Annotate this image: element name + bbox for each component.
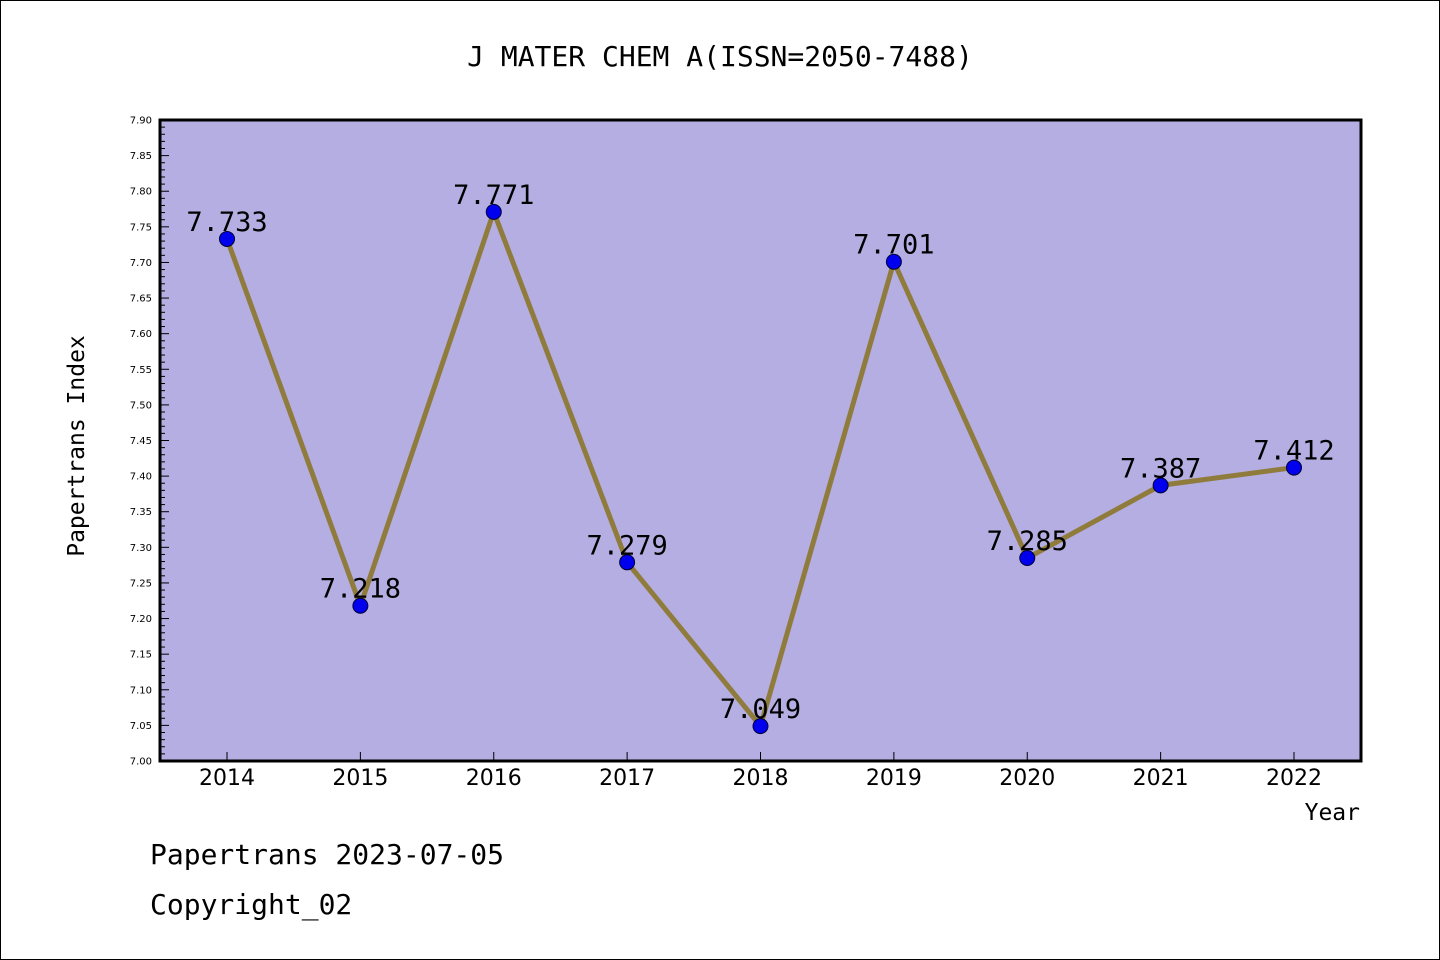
plot-border [158, 118, 1363, 763]
y-tick-label: 7.10 [130, 685, 152, 696]
data-point [1286, 459, 1302, 476]
y-tick-label: 7.60 [130, 329, 152, 340]
data-point [619, 554, 636, 571]
x-tick-label: 2020 [999, 766, 1055, 791]
x-axis-label: Year [1305, 800, 1360, 826]
y-tick-label: 7.20 [130, 614, 152, 625]
y-tick-label: 7.00 [130, 757, 152, 768]
y-axis: 7.00 7.05 7.10 7.15 7.20 7.25 7.30 7.35 7.40 7.45… [130, 116, 169, 768]
data-point [485, 203, 502, 220]
chart-title: J MATER CHEM A(ISSN=2050-7488) [467, 40, 973, 73]
data-point [1152, 477, 1169, 494]
data-label: 7.701 [853, 230, 934, 261]
data-label: 7.412 [1253, 436, 1334, 467]
footer-copyright: Copyright_02 [150, 888, 352, 922]
data-label: 7.279 [586, 530, 667, 561]
y-tick-label: 7.25 [130, 578, 152, 589]
x-tick-label: 2015 [332, 766, 388, 791]
x-tick-label: 2021 [1133, 766, 1189, 791]
data-point [352, 597, 369, 614]
x-axis: 2014 2015 2016 2017 2018 2019 2020 2021 2022 [199, 752, 1322, 791]
y-tick-label: 7.30 [130, 543, 152, 554]
x-tick-label: 2017 [599, 766, 655, 791]
y-tick-label: 7.15 [130, 650, 152, 661]
y-tick-label: 7.55 [130, 365, 152, 376]
data-label: 7.285 [987, 526, 1068, 557]
y-tick-label: 7.35 [130, 507, 152, 518]
y-tick-label: 7.75 [130, 222, 152, 233]
data-labels: 7.733 7.218 7.771 7.279 7.049 7.701 7.285 7.387… [186, 180, 1334, 725]
x-tick-label: 2019 [866, 766, 922, 791]
y-tick-label: 7.70 [130, 258, 152, 269]
y-tick-label: 7.05 [130, 721, 152, 732]
x-tick-label: 2018 [733, 766, 789, 791]
y-tick-label: 7.45 [130, 436, 152, 447]
data-label: 7.733 [186, 207, 267, 238]
data-point [1019, 550, 1036, 567]
x-tick-label: 2022 [1266, 766, 1322, 791]
y-tick-label: 7.65 [130, 294, 152, 305]
data-label: 7.218 [320, 574, 401, 605]
x-tick-label: 2014 [199, 766, 255, 791]
y-tick-label: 7.80 [130, 187, 152, 198]
footer-date: Papertrans 2023-07-05 [150, 838, 504, 871]
plot-area [160, 120, 1361, 761]
x-tick-label: 2016 [466, 766, 522, 791]
y-tick-label: 7.90 [130, 116, 152, 127]
data-points [219, 203, 1302, 735]
y-axis-label: Papertrans Index [64, 335, 90, 557]
data-point [752, 718, 769, 735]
y-tick-label: 7.85 [130, 151, 152, 162]
y-tick-label: 7.50 [130, 400, 152, 411]
y-tick-label: 7.40 [130, 472, 152, 483]
data-label: 7.387 [1120, 453, 1201, 484]
data-point [885, 253, 902, 270]
data-label: 7.771 [453, 180, 534, 211]
data-label: 7.049 [720, 694, 801, 725]
data-point [219, 230, 235, 247]
